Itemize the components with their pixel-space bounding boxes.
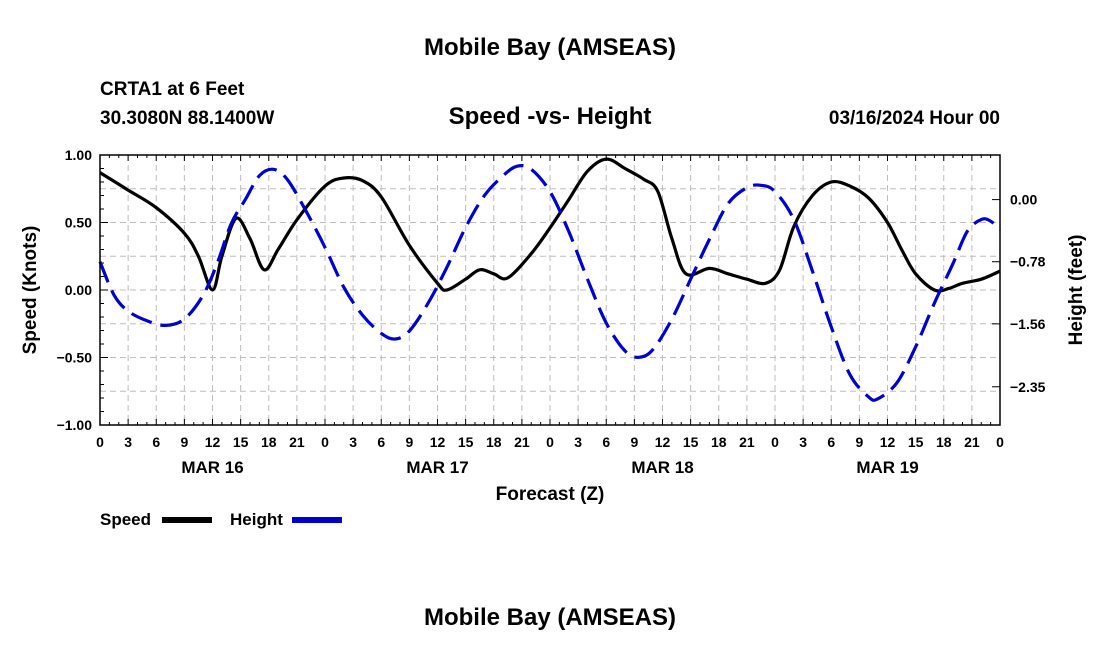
x-tick-label: 6 (152, 434, 160, 450)
x-tick-label: 18 (486, 434, 502, 450)
series-line-speed (99, 157, 1001, 293)
x-tick-label: 0 (96, 434, 104, 450)
day-label: MAR 19 (856, 458, 918, 477)
x-tick-label: 9 (855, 434, 863, 450)
x-tick-label: 18 (261, 434, 277, 450)
x-tick-label: 12 (655, 434, 671, 450)
left-tick-label: 1.00 (65, 147, 92, 163)
x-tick-label: 15 (233, 434, 249, 450)
left-tick-label: 0.50 (65, 215, 92, 231)
x-tick-label: 21 (739, 434, 755, 450)
x-tick-label: 6 (602, 434, 610, 450)
x-tick-label: 3 (124, 434, 132, 450)
x-tick-label: 12 (430, 434, 446, 450)
coordinates-label: 30.3080N 88.1400W (100, 108, 274, 129)
left-tick-label: 0.00 (65, 282, 92, 298)
axis-ticks: 0 3 6 9 12 15 18 21 0 3 6 9 12 15 18 21 0 3 6 9 12 15 18 21 0 3 6 9… (57, 147, 1046, 477)
x-tick-label: 21 (514, 434, 530, 450)
x-tick-label: 3 (349, 434, 357, 450)
series-lines (98, 157, 1002, 402)
x-tick-label: 12 (205, 434, 221, 450)
x-tick-label: 9 (405, 434, 413, 450)
footer-title: Mobile Bay (AMSEAS) (424, 604, 676, 631)
x-tick-label: 0 (546, 434, 554, 450)
x-tick-label: 15 (458, 434, 474, 450)
day-label: MAR 17 (406, 458, 468, 477)
plot-frame (99, 154, 1001, 426)
x-tick-label: 9 (180, 434, 188, 450)
x-axis-label: Forecast (Z) (496, 484, 605, 505)
day-label: MAR 18 (631, 458, 693, 477)
x-tick-label: 18 (711, 434, 727, 450)
right-tick-label: −2.35 (1010, 379, 1046, 395)
x-tick-label: 15 (908, 434, 924, 450)
x-tick-label: 12 (880, 434, 896, 450)
legend-speed-label: Speed (100, 510, 151, 529)
right-tick-label: −1.56 (1010, 316, 1046, 332)
series-line-height (98, 163, 1002, 402)
left-tick-label: −1.00 (57, 417, 93, 433)
legend-height-label: Height (230, 510, 283, 529)
x-tick-label: 0 (996, 434, 1004, 450)
day-label: MAR 16 (181, 458, 243, 477)
x-tick-label: 3 (574, 434, 582, 450)
right-tick-label: −0.78 (1010, 254, 1046, 270)
station-label: CRTA1 at 6 Feet (100, 79, 245, 100)
x-tick-label: 6 (377, 434, 385, 450)
left-axis-label: Speed (Knots) (20, 226, 41, 355)
x-tick-label: 0 (321, 434, 329, 450)
x-tick-label: 3 (799, 434, 807, 450)
forecast-datetime: 03/16/2024 Hour 00 (829, 108, 1000, 129)
chart-title: Speed -vs- Height (449, 103, 652, 130)
right-tick-label: 0.00 (1010, 192, 1037, 208)
x-tick-label: 0 (771, 434, 779, 450)
x-tick-label: 15 (683, 434, 699, 450)
grid-lines (100, 155, 1000, 425)
chart-page-title: Mobile Bay (AMSEAS) (424, 34, 676, 61)
legend: Speed Height (100, 510, 342, 529)
x-tick-label: 18 (936, 434, 952, 450)
right-axis-label: Height (feet) (1066, 235, 1087, 346)
x-tick-label: 9 (630, 434, 638, 450)
x-tick-label: 21 (964, 434, 980, 450)
x-tick-label: 21 (289, 434, 305, 450)
x-tick-label: 6 (827, 434, 835, 450)
left-tick-label: −0.50 (57, 350, 93, 366)
